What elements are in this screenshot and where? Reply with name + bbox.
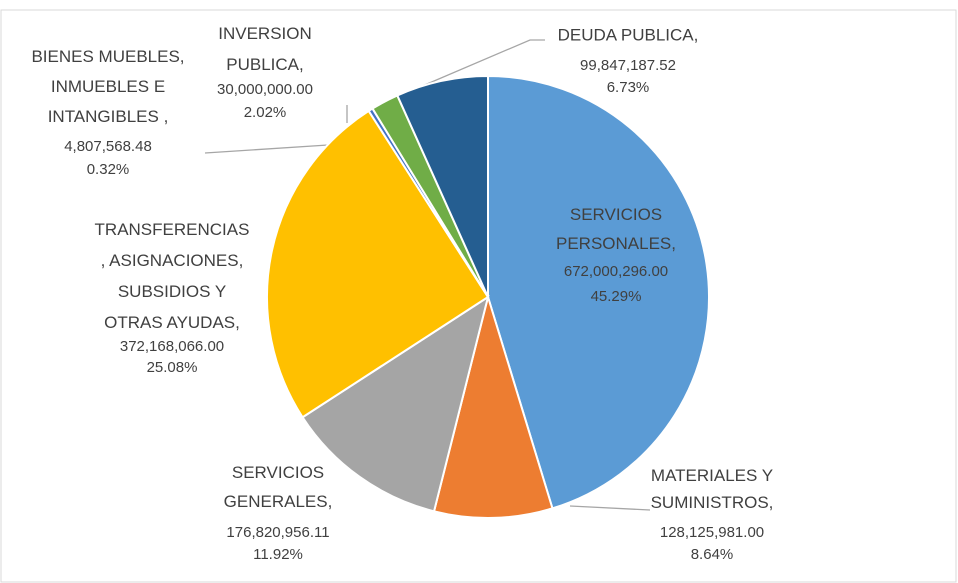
category-label: SERVICIOS PERSONALES, [556,205,676,253]
leader-line [204,144,329,154]
value-label: 672,000,296.00 [564,263,668,280]
leader-line [569,505,651,511]
value-label: 4,807,568.48 [64,138,152,155]
pie-slice [395,74,489,298]
percent-label: 2.02% [244,104,287,121]
value-label: 176,820,956.11 [226,524,329,541]
percent-label: 6.73% [607,79,650,96]
percent-label: 0.32% [87,161,130,178]
percent-label: 8.64% [691,546,734,563]
percent-label: 11.92% [253,546,303,563]
percent-label: 25.08% [147,359,198,376]
value-label: 128,125,981.00 [660,524,764,541]
pie-slice [432,293,554,519]
pie-slice [266,109,490,419]
category-label: TRANSFERENCIAS, ASIGNACIONES, SUBSIDIOS Y… [95,220,250,332]
category-label: INVERSION PUBLICA, [218,24,312,74]
leader-line [419,39,545,88]
category-label: SERVICIOS GENERALES, [224,463,333,511]
category-label: MATERIALES Y SUMINISTROS, [651,466,774,512]
value-label: 99,847,187.52 [580,57,676,74]
category-label: BIENES MUEBLES, INMUEBLES E INTANGIBLES , [31,47,184,126]
percent-label: 45.29% [591,288,642,305]
pie-slice [487,74,710,510]
value-label: 372,168,066.00 [120,338,224,355]
category-label: DEUDA PUBLICA, [558,25,699,44]
value-label: 30,000,000.00 [217,81,313,98]
pie-slice [301,294,490,513]
leader-lines [204,39,651,511]
